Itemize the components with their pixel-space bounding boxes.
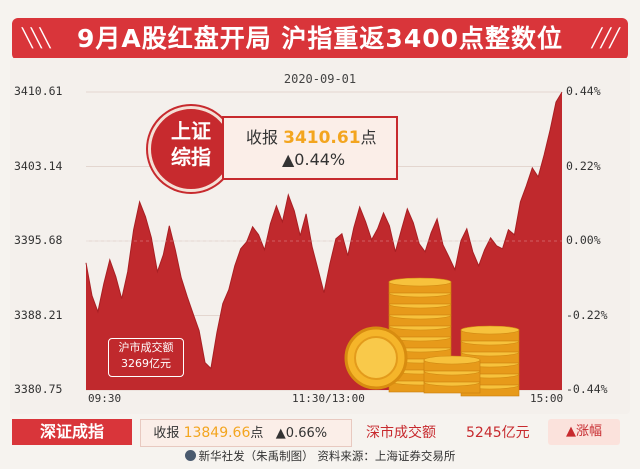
y-right-tick: 0.00%: [566, 233, 601, 247]
x-tick: 15:00: [530, 392, 564, 405]
close-ribbon: 收报 3410.61点 ▲0.44%: [222, 116, 398, 180]
y-right-tick: 0.44%: [566, 84, 601, 98]
y-left-tick: 3380.75: [14, 382, 63, 396]
x-tick: 11:30/13:00: [292, 392, 365, 405]
coin-top: [423, 355, 481, 365]
big-coin-inner: [354, 336, 398, 380]
index-line: [85, 91, 563, 370]
y-right-tick: 0.22%: [566, 158, 601, 173]
sz-close-label: 收报: [153, 426, 180, 441]
coin-top: [460, 325, 520, 335]
close-value: 3410.61: [283, 128, 361, 148]
sz-change: ▲0.66%: [275, 426, 328, 441]
x-tick: 09:30: [88, 392, 122, 405]
coin-top: [388, 277, 452, 287]
y-left-tick: 3388.21: [14, 307, 63, 322]
close-unit: 点: [360, 128, 377, 147]
title-decoration-left: ╲╲╲: [22, 28, 50, 49]
xinhua-logo-icon: [184, 450, 196, 461]
sz-volume-value: 5245亿元: [466, 425, 530, 441]
chart-date: 2020-09-01: [283, 72, 357, 86]
change-value: ▲0.44%: [282, 150, 346, 169]
y-right-tick: -0.44%: [566, 382, 608, 396]
index-badge: [148, 106, 234, 192]
sz-volume-label: 深市成交额: [366, 425, 436, 441]
sz-close-box: 收报 13849.66点 ▲0.66%: [140, 419, 352, 447]
page-title: 9月A股红盘开局 沪指重返3400点整数位: [76, 24, 564, 53]
sh-volume-box: 沪市成交额 3269亿元: [108, 338, 184, 377]
source-line: 新华社发（朱禹制图） 资料来源：上海证券交易所: [0, 448, 640, 464]
title-decoration-right: ╱╱╱: [591, 28, 619, 49]
y-left-tick: 3410.61: [14, 84, 63, 98]
gold-coins-illustration: [344, 277, 520, 397]
legend-rise: ▲涨幅: [548, 419, 620, 445]
y-left-tick: 3395.68: [14, 233, 63, 247]
y-left-tick: 3403.14: [14, 158, 63, 173]
close-label: 收报: [246, 128, 279, 147]
y-right-tick: -0.22%: [566, 307, 608, 322]
sz-close-value: 13849.66: [183, 425, 251, 441]
sz-index-name: 深证成指: [12, 419, 132, 445]
sz-close-unit: 点: [250, 426, 264, 441]
title-banner: [12, 18, 628, 60]
index-name: 上证 综指: [171, 119, 211, 169]
